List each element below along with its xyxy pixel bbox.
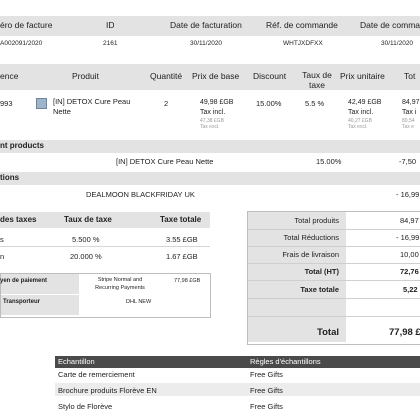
promotion-amount: - 16,99 xyxy=(396,190,420,199)
totals-label-column xyxy=(248,212,346,342)
invoice-id: 2161 xyxy=(103,40,118,47)
totals-divider xyxy=(248,316,420,317)
col-tax-rate: Taux de taxe xyxy=(302,70,332,90)
col-tax-total: Taxe totale xyxy=(160,215,202,224)
totals-divider xyxy=(248,229,420,230)
sample-rule: Free Gifts xyxy=(250,370,283,379)
discount-percent: 15.00% xyxy=(316,157,342,166)
product-discount: 15.00% xyxy=(256,99,282,108)
payment-method: Stripe Normal and Recurring Payments xyxy=(95,277,145,291)
carrier-name: DHL NEW xyxy=(126,299,152,305)
total-products-label: Total produits xyxy=(294,216,339,225)
tax-row-total: 1.67 £GB xyxy=(166,252,198,261)
carrier-label-cell xyxy=(1,295,79,315)
product-name: [IN] DETOX Cure Peau Nette xyxy=(53,97,131,116)
col-tax-detail: des taxes xyxy=(0,215,37,224)
shipping-value: 10,00 xyxy=(400,250,419,259)
line-total-excl: 80,54 xyxy=(402,118,415,124)
total-tax-label: Taxe totale xyxy=(300,285,339,294)
totals-divider xyxy=(248,298,420,299)
grand-total-label: Total xyxy=(317,327,339,338)
base-price-tax-label: Tax incl. xyxy=(200,109,226,116)
samples-header-bar xyxy=(55,356,420,368)
tax-row-rate: 20.000 % xyxy=(70,252,102,261)
payment-amount: 77,98 £GB xyxy=(174,278,201,284)
unit-price: 42,49 £GB xyxy=(348,99,382,106)
col-sample: Echantillon xyxy=(58,357,95,366)
payment-label-cell xyxy=(1,274,79,294)
totals-divider xyxy=(248,263,420,264)
promotion-name: DEALMOON BLACKFRIDAY UK xyxy=(86,190,195,199)
line-total: 84,97 xyxy=(402,99,420,106)
tax-row-divider xyxy=(0,246,210,247)
col-base-price: Prix de base xyxy=(192,71,240,81)
product-reference: 993 xyxy=(0,99,13,108)
tax-row-label: n xyxy=(0,252,5,261)
sample-rule: Free Gifts xyxy=(250,386,283,395)
col-reference: ence xyxy=(0,71,19,81)
sample-row-bg xyxy=(55,399,420,412)
tax-header-bar xyxy=(0,212,210,228)
discount-section-title: nt products xyxy=(0,141,44,150)
total-discounts-label: Total Réductions xyxy=(283,233,339,242)
col-sample-rule: Règles d'échantillons xyxy=(250,357,321,366)
discount-amount: -7,50 xyxy=(399,157,417,166)
col-discount: Discount xyxy=(253,71,287,81)
sample-name: Carte de remerciement xyxy=(58,370,135,379)
grand-total-value: 77,98 £ xyxy=(389,327,420,338)
col-quantity: Quantité xyxy=(150,71,183,81)
sample-name: Stylo de Florève xyxy=(58,402,113,411)
invoice-date: 30/11/2020 xyxy=(190,40,223,47)
totals-divider xyxy=(248,246,420,247)
sample-row-bg xyxy=(55,383,420,396)
sample-rule: Free Gifts xyxy=(250,402,283,411)
unit-price-excl-label: Tax excl. xyxy=(348,124,368,130)
totals-divider xyxy=(248,280,420,281)
product-tax-rate: 5.5 % xyxy=(305,99,325,108)
product-thumbnail xyxy=(36,98,47,109)
base-price-excl-label: Tax excl. xyxy=(200,124,220,130)
sample-name: Brochure produits Florève EN xyxy=(58,386,157,395)
total-products-value: 84,97 xyxy=(400,216,419,225)
tax-row-label: s xyxy=(0,235,4,244)
products-header-bar xyxy=(0,64,420,90)
col-order-ref: Réf. de commande xyxy=(266,20,338,30)
unit-price-excl: 40,27 £GB xyxy=(348,118,372,124)
order-date: 30/11/2020 xyxy=(381,40,414,47)
col-invoice-number: éro de facture xyxy=(0,20,53,30)
line-total-tax-label: Tax i xyxy=(402,109,417,116)
unit-price-tax-label: Tax incl. xyxy=(348,109,374,116)
col-unit-price: Prix unitaire xyxy=(340,71,385,81)
product-quantity: 2 xyxy=(164,99,169,108)
total-ht-label: Total (HT) xyxy=(304,267,339,276)
line-total-excl-label: Tax e xyxy=(402,124,414,130)
base-price-excl: 47,38 £GB xyxy=(200,118,224,124)
invoice-number: A002091/2020 xyxy=(0,40,43,47)
order-ref: WHTJXDFXX xyxy=(283,40,323,47)
payment-label: yen de paiement xyxy=(0,278,48,284)
total-ht-value: 72,76 xyxy=(400,267,419,276)
sample-row-bg xyxy=(55,368,420,381)
col-product: Produit xyxy=(72,71,99,81)
col-id: ID xyxy=(106,20,115,30)
promotions-bar xyxy=(0,172,420,185)
col-total: Tot xyxy=(404,71,416,81)
col-invoice-date: Date de facturation xyxy=(170,20,242,30)
total-tax-value: 5,22 xyxy=(403,285,418,294)
shipping-label: Frais de livraison xyxy=(282,250,339,259)
tax-row-rate: 5.500 % xyxy=(72,235,100,244)
carrier-label: Transporteur xyxy=(3,299,41,305)
discount-section-bar xyxy=(0,140,420,153)
tax-row-total: 3.55 £GB xyxy=(166,235,198,244)
col-order-date: Date de comman xyxy=(360,20,420,30)
base-price: 49,98 £GB xyxy=(200,99,234,106)
invoice-header-bar xyxy=(0,16,420,36)
total-discounts-value: - 16,99 xyxy=(396,233,420,242)
discount-product: [IN] DETOX Cure Peau Nette xyxy=(116,157,214,166)
promotions-title: tions xyxy=(0,173,20,182)
col-tax-rate-2: Taux de taxe xyxy=(64,215,112,224)
